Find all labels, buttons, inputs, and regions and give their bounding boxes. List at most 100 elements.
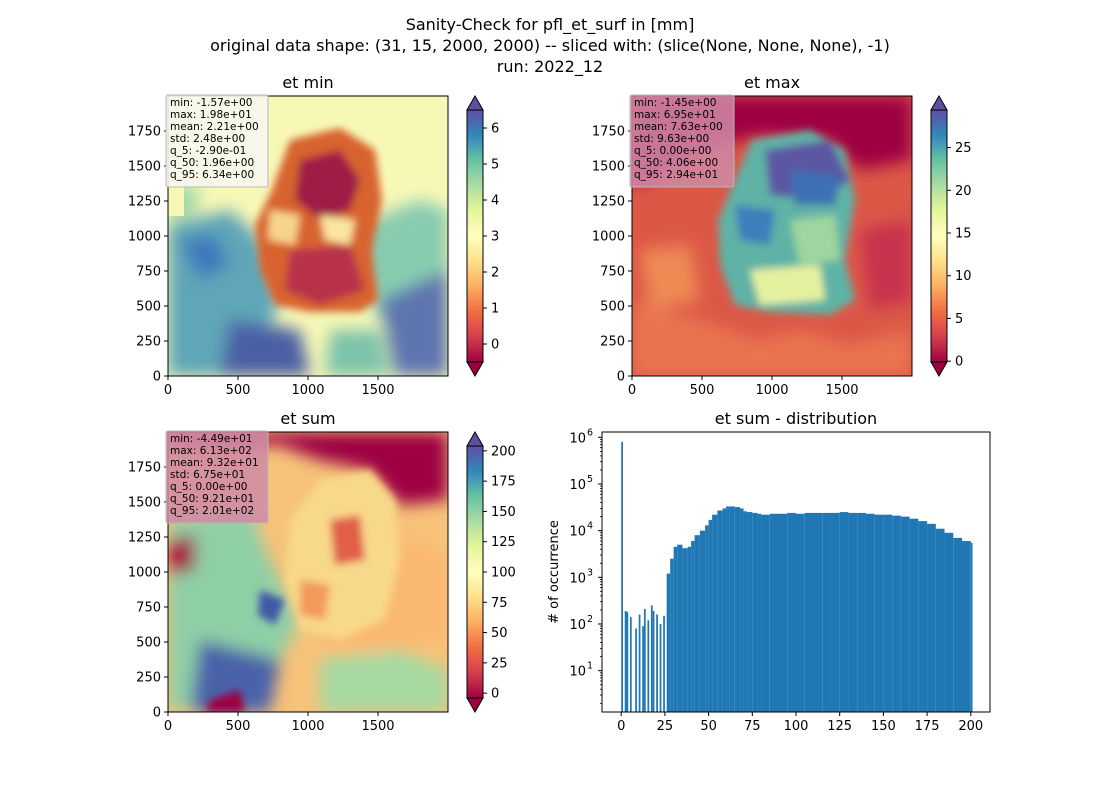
y-tick-label: 10	[569, 525, 586, 540]
y-tick-exponent: 1	[587, 661, 593, 672]
histogram-bar	[900, 516, 910, 712]
stats-line: q_95: 2.94e+01	[634, 169, 718, 181]
colorbar-tick-label: 1	[491, 302, 499, 317]
x-tick-label: 500	[226, 383, 251, 398]
histogram-bar	[927, 523, 936, 712]
histogram-bar	[804, 512, 814, 712]
heatmap-et-sum	[168, 432, 448, 712]
panel-title-distribution: et sum - distribution	[715, 409, 877, 428]
histogram-bar	[892, 515, 901, 712]
x-tick-label: 175	[915, 719, 940, 734]
y-tick-label: 0	[153, 370, 161, 385]
stats-line: q_50: 1.96e+00	[170, 157, 254, 169]
colorbar-tick-label: 4	[491, 194, 499, 209]
x-axis-distribution: 0 25 50 75 100 125 150 175 200	[617, 712, 983, 734]
colorbar-tick-label: 175	[491, 475, 516, 490]
stats-line: max: 6.95e+01	[634, 109, 716, 121]
y-tick-exponent: 2	[587, 614, 593, 625]
histogram-bar	[638, 614, 641, 712]
y-tick-label: 750	[600, 265, 625, 280]
histogram-bar	[796, 513, 805, 712]
y-tick-label: 10	[569, 571, 586, 586]
histogram-bar	[677, 544, 683, 712]
y-axis-label: # of occurrence	[547, 520, 562, 624]
y-tick-label: 10	[569, 665, 586, 680]
x-tick-label: 0	[628, 383, 636, 398]
histogram-bar	[909, 518, 919, 712]
panel-title-et-sum: et sum	[280, 409, 335, 428]
stats-line: mean: 9.32e+01	[170, 457, 259, 469]
y-tick-exponent: 3	[587, 567, 593, 578]
y-tick-label: 1500	[128, 160, 161, 175]
colorbar-et-sum: 0 25 50 75 100 125 150 175 200	[466, 430, 516, 714]
histogram-bar	[647, 620, 650, 712]
stats-box-background	[165, 94, 269, 188]
histogram-bar	[643, 608, 646, 712]
stats-line: q_95: 2.01e+02	[170, 505, 254, 517]
histogram-bar	[673, 546, 678, 712]
x-tick-label: 200	[958, 719, 983, 734]
stats-line: std: 9.63e+00	[634, 133, 709, 145]
histogram-bar	[717, 510, 723, 712]
x-tick-label: 25	[657, 719, 674, 734]
y-tick-label: 1250	[592, 195, 625, 210]
colorbar-et-max: 0 5 10 15 20 25	[930, 94, 972, 378]
colorbar-tick-label: 20	[955, 184, 972, 199]
panel-title-et-max: et max	[744, 73, 800, 92]
histogram-bar	[743, 511, 748, 712]
colorbar-tick-label: 75	[491, 596, 508, 611]
stats-line: min: -1.45e+00	[634, 97, 716, 109]
y-tick-label: 250	[600, 335, 625, 350]
stats-box-background	[165, 430, 269, 524]
colorbar-gradient	[466, 445, 484, 699]
histogram-bar	[712, 514, 718, 712]
colorbar-tick-label: 0	[955, 355, 963, 370]
x-axis-et-sum: 0 500 1000 1500	[164, 712, 395, 734]
histogram-bar	[652, 610, 655, 712]
histogram-bar	[705, 525, 709, 712]
histogram-bar	[813, 512, 823, 712]
stats-line: min: -4.49e+01	[170, 433, 252, 445]
histogram-bar	[626, 612, 629, 712]
colorbar-extend-min	[466, 697, 484, 714]
stats-line: max: 6.13e+02	[170, 445, 252, 457]
stats-box-background	[629, 94, 735, 188]
histogram-bar	[830, 512, 840, 712]
histogram-bars	[621, 441, 973, 712]
y-tick-exponent: 5	[587, 474, 593, 485]
panel-et-sum: et sum 0 500 1000 1500 02505007501000125015…	[128, 409, 516, 734]
x-tick-label: 50	[700, 719, 717, 734]
stats-line: q_95: 6.34e+00	[170, 169, 254, 181]
histogram-bar	[752, 512, 758, 712]
histogram-bar	[747, 512, 753, 712]
y-tick-label: 10	[569, 478, 586, 493]
colorbar-tick-label: 25	[491, 656, 508, 671]
x-tick-label: 0	[164, 719, 172, 734]
colorbar-extend-min	[466, 361, 484, 378]
colorbar-extend-max	[930, 94, 948, 111]
y-tick-label: 750	[136, 601, 161, 616]
x-tick-label: 1000	[291, 719, 324, 734]
colorbar-tick-label: 0	[491, 338, 499, 353]
x-tick-label: 1000	[291, 383, 324, 398]
histogram-bar	[621, 441, 623, 712]
histogram-bar	[666, 573, 671, 712]
histogram-bar	[857, 512, 866, 712]
histogram-bar	[694, 535, 700, 712]
x-tick-label: 75	[744, 719, 761, 734]
colorbar-extend-max	[466, 94, 484, 111]
histogram-bar	[682, 548, 688, 712]
x-tick-label: 150	[871, 719, 896, 734]
y-tick-label: 10	[569, 431, 586, 446]
y-tick-label: 1750	[592, 125, 625, 140]
y-tick-label: 1500	[592, 160, 625, 175]
histogram-bar	[659, 623, 662, 712]
x-tick-label: 1500	[825, 383, 858, 398]
stats-line: std: 6.75e+01	[170, 469, 245, 481]
x-tick-label: 0	[617, 719, 625, 734]
colorbar-tick-label: 150	[491, 505, 516, 520]
